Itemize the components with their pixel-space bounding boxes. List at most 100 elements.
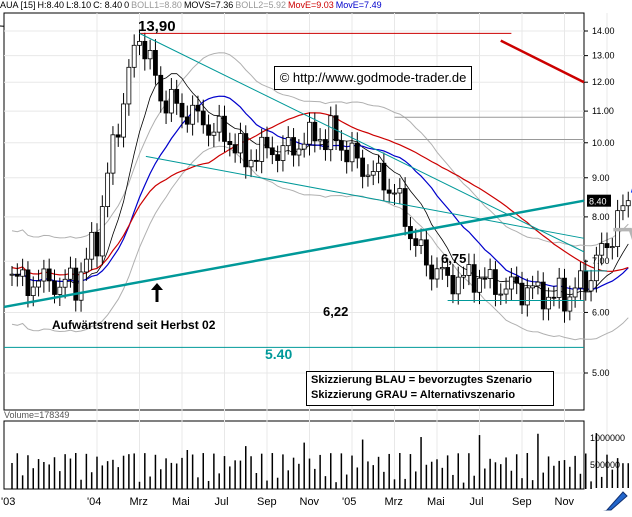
zero-value: 0 [124, 0, 130, 10]
volume-tick-label: 1000000 [590, 433, 625, 443]
candle-body [551, 296, 557, 299]
candle-body [338, 140, 344, 151]
candle-body [344, 149, 350, 163]
candle-body [386, 189, 392, 194]
candle-body [232, 144, 238, 154]
candle-body [503, 288, 509, 295]
candle-body [455, 276, 461, 295]
candle-body [312, 121, 318, 142]
y-tick-label: 14.00 [592, 26, 615, 36]
candle-body [567, 296, 573, 312]
candle-body [110, 134, 116, 174]
candle-body [158, 74, 164, 102]
candle-body [25, 269, 31, 297]
diag-line [0, 25, 5, 27]
candle-body [83, 258, 89, 273]
move-blue-value: MovE=7.49 [335, 0, 382, 10]
x-tick-label: Jul [470, 496, 484, 508]
y-tick-label: 5.00 [592, 368, 610, 378]
x-tick-label: Sep [512, 496, 532, 508]
candle-body [307, 121, 312, 145]
candle-body [259, 136, 265, 162]
candle-body [524, 287, 530, 306]
candle-body [482, 277, 488, 280]
candle-body [317, 139, 323, 142]
candle-body [78, 271, 84, 301]
candle-body [243, 133, 249, 168]
price-tag [587, 194, 611, 207]
candle-body [466, 264, 472, 276]
uptrend-line [3, 199, 585, 309]
candle-body [296, 148, 302, 156]
candle-body [121, 103, 126, 138]
price-tag-label: 8.40 [589, 197, 607, 207]
candle-body [153, 50, 158, 76]
x-tick-label: Nov [300, 496, 320, 508]
boll2-value: BOLL2=5.92 [235, 0, 287, 10]
candle-body [471, 264, 477, 293]
candle-body [609, 246, 615, 249]
x-tick-label: Mrz [385, 496, 403, 508]
scenario-blue-text: Skizzierung BLAU = bevorzugtes Szenario [311, 374, 532, 386]
channel-line [145, 155, 585, 239]
candle-body [493, 269, 498, 295]
y-tick-label: 10.00 [592, 138, 615, 148]
candle-body [445, 267, 451, 276]
candle-body [291, 137, 296, 156]
close-value: C: 8.40 [93, 0, 123, 10]
candle-body [105, 172, 111, 208]
volume-label: Volume=178349 [4, 410, 70, 420]
trend-annotation: Aufwärtstrend seit Herbst 02 [52, 318, 216, 332]
bollinger-upper [11, 52, 629, 247]
candle-body [131, 44, 137, 68]
scenario-gray-text: Skizzierung GRAU = Alternativszenario [311, 389, 516, 401]
candle-body [57, 286, 63, 295]
x-tick-label: Mai [427, 496, 445, 508]
candle-body [572, 287, 578, 298]
candle-body [36, 280, 41, 288]
candle-body [392, 192, 397, 195]
pencil-icon[interactable] [593, 488, 631, 512]
candle-body [126, 66, 132, 105]
candle-body [206, 124, 211, 136]
candle-body [354, 142, 360, 159]
high-value: H:8.40 [37, 0, 65, 10]
candle-body [333, 115, 339, 142]
candle-body [620, 205, 626, 212]
high-annotation: 13,90 [138, 18, 176, 35]
y-tick-label: 6.00 [592, 307, 610, 317]
candle-body [301, 143, 307, 150]
candle-body [9, 273, 15, 276]
candle-body [397, 188, 403, 194]
candle-body [381, 162, 387, 191]
candle-body [519, 282, 525, 306]
low-annotation: 6,22 [323, 304, 349, 319]
candle-body [285, 137, 291, 147]
candle-body [508, 276, 514, 290]
candle-body [370, 171, 376, 176]
y-tick-label: 11.00 [592, 106, 614, 116]
x-tick-label: Jul [215, 496, 229, 508]
candle-body [52, 280, 57, 295]
x-tick-label: Nov [555, 496, 575, 508]
symbol-label: AUA [15] [0, 0, 36, 10]
candle-body [253, 159, 259, 162]
candle-body [625, 200, 631, 207]
candle-body [41, 268, 47, 282]
volume-tick-label: 500000 [590, 460, 620, 470]
candle-body [99, 206, 105, 257]
candle-body [418, 239, 424, 246]
candle-body [323, 139, 328, 151]
candle-body [562, 277, 567, 312]
y-tick-label: 13.00 [592, 51, 615, 61]
candle-body [450, 275, 456, 295]
candle-body [62, 278, 68, 288]
scenario-gray-arrow [613, 227, 632, 240]
bollinger-lower [11, 145, 629, 341]
up-arrow-icon [151, 283, 163, 302]
candle-body [216, 115, 222, 133]
x-tick-label: Mai [172, 496, 190, 508]
candle-body [593, 254, 599, 282]
candle-body [540, 281, 546, 310]
